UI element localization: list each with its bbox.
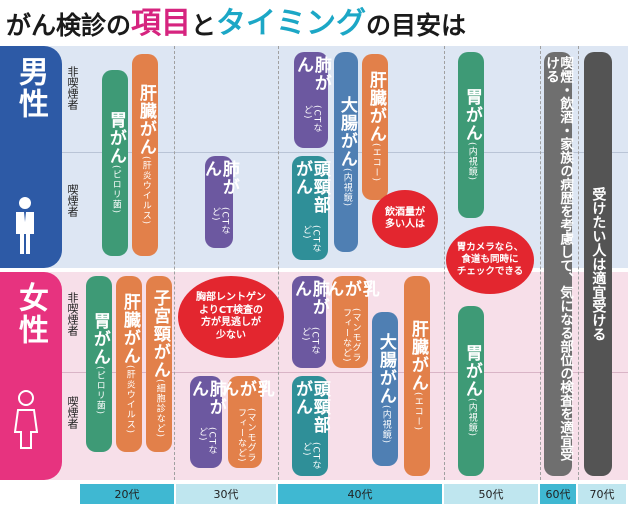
pill-sub-text: (CTなど) xyxy=(210,206,230,236)
male-smoker-label: 喫煙者 xyxy=(66,184,79,217)
axis-label-70s: 70代 xyxy=(578,484,626,504)
pill-main-text: 肝臓がん xyxy=(407,320,428,393)
female-headneck-pill: 頭頸部がん (CTなど) xyxy=(292,376,330,476)
female-cervical-pill: 子宮頸がん (細胞診など) xyxy=(146,276,172,452)
pill-main-text: 胃がん xyxy=(461,344,482,399)
decade-divider-70 xyxy=(578,46,579,480)
axis-label-40s: 40代 xyxy=(278,484,442,504)
male-colon-pill: 大腸がん (内視鏡) xyxy=(334,52,358,252)
seventies-advice-pill: 受けたい人は適宜受ける xyxy=(584,52,612,476)
pill-sub-text: (ピロリ菌) xyxy=(110,165,121,215)
pill-main-text: 乳がん xyxy=(323,280,379,298)
pill-sub-text: (内視鏡) xyxy=(380,405,391,445)
woman-icon xyxy=(14,390,38,449)
title-part-2: 項目 xyxy=(131,6,192,41)
pill-sub-text: (内視鏡) xyxy=(466,398,477,438)
axis-label-50s: 50代 xyxy=(444,484,538,504)
female-label: 女性 xyxy=(13,282,48,346)
pill-main-text: 肝臓がん xyxy=(119,293,140,366)
decade-divider-50 xyxy=(444,46,445,480)
female-nonsmoker-label: 非喫煙者 xyxy=(66,292,79,336)
title-part-1: がん検診の xyxy=(6,11,132,40)
pill-sub-text: (内視鏡) xyxy=(341,168,352,208)
female-lung-ct-30s-pill: 肺がん (CTなど) xyxy=(188,376,226,468)
female-liver-echo-pill: 肝臓がん (エコー) xyxy=(404,276,430,476)
male-lung-ct-30s-pill: 肺がん (CTなど) xyxy=(201,156,239,248)
female-stomach-pylori-pill: 胃がん (ピロリ菌) xyxy=(86,276,112,452)
pill-sub-text: (細胞診など) xyxy=(154,379,165,439)
decade-divider-40 xyxy=(278,46,279,480)
female-smoker-label: 喫煙者 xyxy=(66,396,79,429)
male-lung-ct-40s-pill: 肺がん (CTなど) xyxy=(293,52,331,148)
pill-main-text: 肝臓がん xyxy=(365,71,386,144)
pill-main-text: 乳がん xyxy=(218,380,274,398)
female-colon-pill: 大腸がん (内視鏡) xyxy=(372,312,398,466)
pill-sub-text: (エコー) xyxy=(370,143,381,183)
male-nonsmoker-label: 非喫煙者 xyxy=(66,66,79,110)
pill-main-text: 子宮頸がん xyxy=(149,289,170,380)
decade-divider-30 xyxy=(174,46,175,480)
pill-sub-text: (マンモグラフィーなど) xyxy=(341,307,361,363)
page-title: がん検診の 項目 と タイミング の目安 は xyxy=(6,2,466,42)
pill-main-text: 胃がん xyxy=(461,88,482,143)
female-breast-40s-pill: 乳がん (マンモグラフィーなど) xyxy=(323,276,379,368)
male-stomach-endoscope-pill: 胃がん (内視鏡) xyxy=(458,52,484,218)
pill-sub-text: (CTなど) xyxy=(301,225,321,254)
female-breast-30s-pill: 乳がん (マンモグラフィーなど) xyxy=(218,376,274,468)
pill-main-text: 肺がん xyxy=(201,160,239,196)
sixties-advice-pill: 喫煙・飲酒・家族の病歴を考慮して、気になる部位の検査を適宜受ける xyxy=(543,52,573,476)
male-stomach-pylori-pill: 胃がん (ピロリ菌) xyxy=(102,70,128,256)
man-icon xyxy=(16,197,34,254)
male-liver-virus-pill: 肝臓がん (肝炎ウイルス) xyxy=(132,54,158,256)
title-part-5: の目安 xyxy=(366,11,442,40)
endoscope-callout-bubble: 胃カメラなら、 食道も同時に チェックできる xyxy=(446,226,534,294)
pill-main-text: 頭頸部がん xyxy=(292,380,330,434)
pill-main-text: 頭頸部がん xyxy=(292,160,330,214)
pill-sub-text: (内視鏡) xyxy=(466,142,477,182)
pill-sub-text: (CTなど) xyxy=(300,326,320,356)
pill-sub-text: (CTなど) xyxy=(301,442,321,471)
pill-sub-text: (CTなど) xyxy=(197,426,217,456)
pill-main-text: 大腸がん xyxy=(336,96,357,169)
male-label: 男性 xyxy=(13,56,48,120)
pill-sub-text: (ピロリ菌) xyxy=(94,366,105,416)
pill-main-text: 大腸がん xyxy=(375,333,396,406)
title-part-3: と xyxy=(191,11,217,40)
pill-sub-text: (マンモグラフィーなど) xyxy=(236,407,256,463)
female-row-divider xyxy=(62,372,628,373)
title-part-4: タイミング xyxy=(216,6,367,41)
pill-main-text: 肺がん xyxy=(188,380,226,416)
title-part-6: は xyxy=(441,11,467,40)
male-headneck-pill: 頭頸部がん (CTなど) xyxy=(292,156,330,260)
female-stomach-endoscope-pill: 胃がん (内視鏡) xyxy=(458,306,484,476)
axis-label-20s: 20代 xyxy=(80,484,174,504)
male-liver-echo-pill: 肝臓がん (エコー) xyxy=(362,54,388,200)
alcohol-callout-bubble: 飲酒量が 多い人は xyxy=(372,190,438,248)
male-panel: 男性 xyxy=(0,46,62,268)
decade-divider-60 xyxy=(540,46,541,480)
pill-sub-text: (CTなど) xyxy=(302,105,322,134)
pill-main-text: 肺がん xyxy=(291,280,329,316)
pill-sub-text: (肝炎ウイルス) xyxy=(140,156,151,226)
pill-main-text: 肺がん xyxy=(293,56,331,92)
female-lung-ct-40s-pill: 肺がん (CTなど) xyxy=(291,276,329,368)
pill-sub-text: (肝炎ウイルス) xyxy=(124,365,135,435)
pill-main-text: 肝臓がん xyxy=(135,84,156,157)
pill-sub-text: (エコー) xyxy=(412,392,423,432)
pill-main-text: 胃がん xyxy=(105,111,126,166)
female-panel: 女性 xyxy=(0,272,62,480)
axis-label-60s: 60代 xyxy=(540,484,576,504)
chest-xray-callout-bubble: 胸部レントゲン よりCT検査の 方が見逃しが 少ない xyxy=(178,276,284,358)
female-liver-virus-pill: 肝臓がん (肝炎ウイルス) xyxy=(116,276,142,452)
axis-label-30s: 30代 xyxy=(176,484,276,504)
pill-main-text: 胃がん xyxy=(89,312,110,367)
